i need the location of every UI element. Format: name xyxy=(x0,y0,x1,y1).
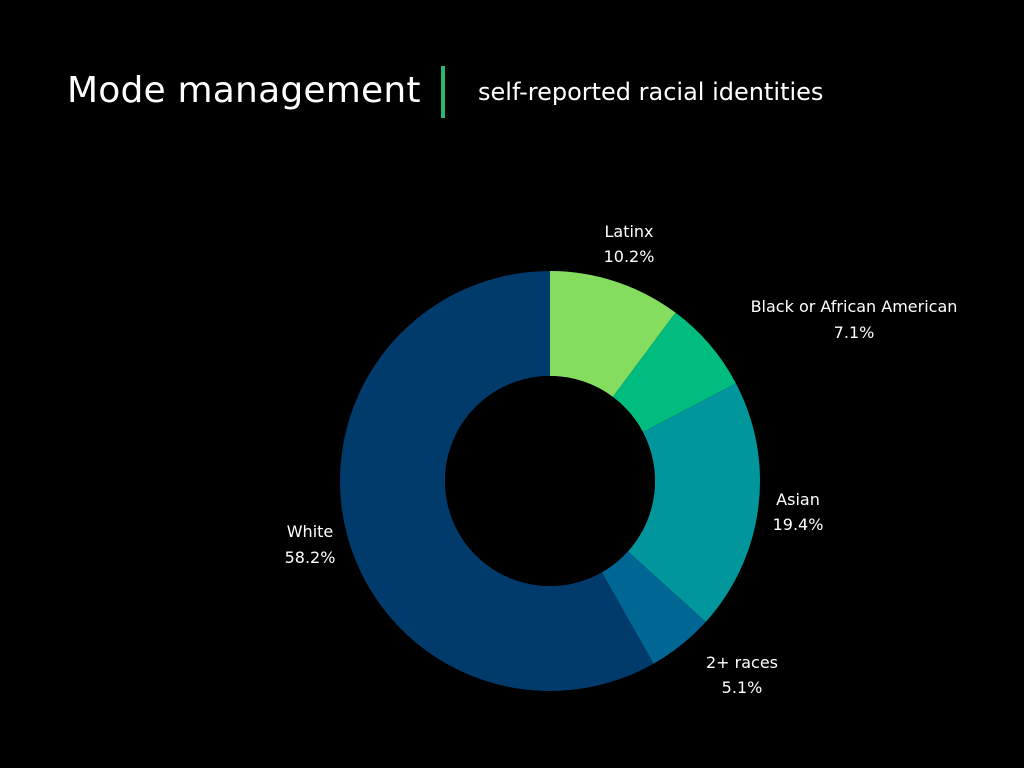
slice-asian xyxy=(627,383,761,622)
slice-value-label: 19.4% xyxy=(773,515,824,534)
donut-slices xyxy=(340,271,761,691)
donut-hole xyxy=(445,376,655,586)
page-title: Mode management xyxy=(67,70,421,111)
slice-black-or-african-american xyxy=(612,312,736,433)
slice-value-label: 10.2% xyxy=(604,247,655,266)
slice-value-label: 5.1% xyxy=(722,678,763,697)
page-subtitle: self-reported racial identities xyxy=(478,78,824,106)
slice-value-label: 58.2% xyxy=(285,548,336,567)
donut-labels: Latinx 10.2% Black or African American 7.1%… xyxy=(285,222,958,697)
slice-value-label: 7.1% xyxy=(834,323,875,342)
title-divider xyxy=(441,66,445,118)
slice-2-races xyxy=(601,551,706,664)
slice-white xyxy=(340,271,654,691)
slice-name-label: Latinx xyxy=(604,222,653,241)
slice-name-label: Black or African American xyxy=(751,297,958,316)
slice-name-label: 2+ races xyxy=(706,653,778,672)
slice-latinx xyxy=(550,271,676,397)
slice-name-label: White xyxy=(287,522,334,541)
slice-name-label: Asian xyxy=(776,490,820,509)
